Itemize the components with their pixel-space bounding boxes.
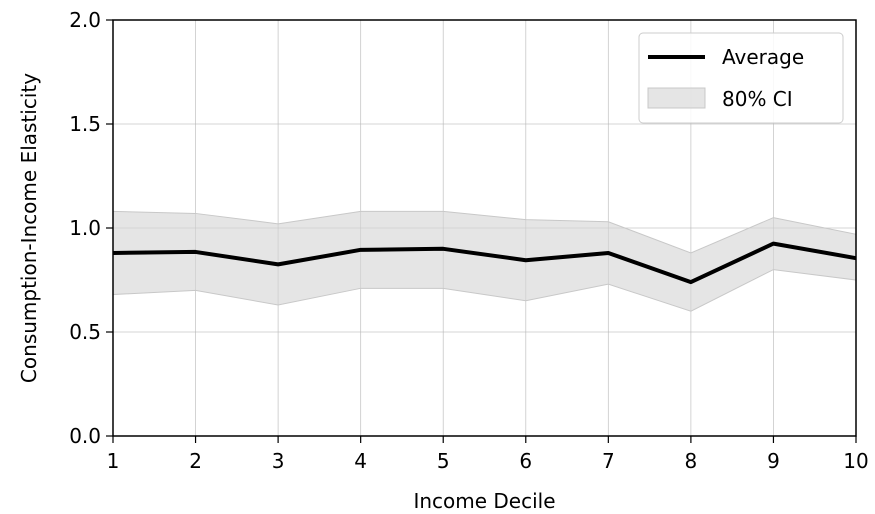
y-tick-label: 1.5 bbox=[69, 112, 101, 136]
legend-ci-swatch bbox=[647, 87, 706, 109]
y-axis-label: Consumption-Income Elasticity bbox=[17, 73, 41, 383]
x-tick-label: 7 bbox=[602, 449, 615, 473]
ci-band bbox=[112, 210, 857, 312]
y-axis: 0.0 0.5 1.0 1.5 2.0 bbox=[69, 8, 113, 448]
x-tick-label: 4 bbox=[354, 449, 367, 473]
legend: Average 80% CI bbox=[638, 32, 844, 124]
y-tick-label: 0.5 bbox=[69, 320, 101, 344]
x-tick-label: 5 bbox=[437, 449, 450, 473]
x-axis: 1 2 3 4 5 6 7 8 9 10 bbox=[107, 436, 869, 473]
average-line bbox=[112, 241, 857, 285]
x-axis-label: Income Decile bbox=[413, 489, 555, 513]
y-tick-label: 2.0 bbox=[69, 8, 101, 32]
x-tick-label: 2 bbox=[189, 449, 202, 473]
x-tick-label: 3 bbox=[272, 449, 285, 473]
y-tick-label: 1.0 bbox=[69, 216, 101, 240]
y-tick-label: 0.0 bbox=[69, 424, 101, 448]
x-tick-label: 1 bbox=[107, 449, 120, 473]
x-tick-label: 6 bbox=[519, 449, 532, 473]
legend-ci-label: 80% CI bbox=[722, 87, 793, 111]
legend-average-label: Average bbox=[722, 45, 804, 69]
x-tick-label: 9 bbox=[767, 449, 780, 473]
x-tick-label: 10 bbox=[843, 449, 868, 473]
x-tick-label: 8 bbox=[685, 449, 698, 473]
